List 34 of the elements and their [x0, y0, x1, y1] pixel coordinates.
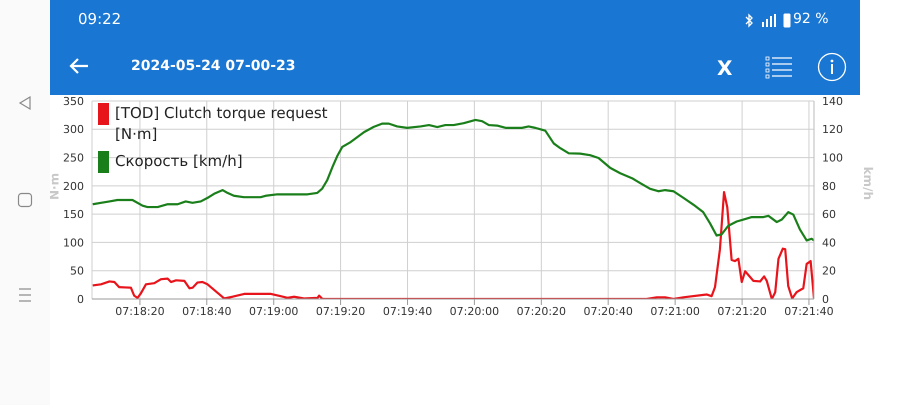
legend-label: Скорость [km/h]: [115, 151, 244, 172]
y-tick-label: 350: [63, 94, 84, 108]
x-tick-label: 07:18:20: [115, 304, 165, 318]
y2-tick-label: 120: [822, 123, 843, 136]
y-tick-label: 200: [63, 180, 84, 193]
text: 92 %: [793, 11, 829, 27]
y2-tick-label: 60: [822, 208, 836, 222]
x-tick-label: 07:20:00: [450, 304, 500, 318]
x-tick-label: 07:20:20: [516, 304, 566, 318]
y2-tick-label: 100: [822, 151, 843, 164]
y2-tick-label: 40: [822, 236, 836, 250]
chart-title: 2024-05-24 07-00-23: [131, 58, 296, 74]
x-tick-label: 07:19:40: [382, 304, 432, 318]
x-tick-label: 07:20:40: [583, 304, 633, 318]
x-tick-label: 07:21:40: [784, 304, 834, 318]
y-tick-label: 50: [70, 264, 84, 278]
x-tick-label: 07:21:20: [717, 304, 767, 318]
y2-tick-label: 20: [822, 264, 836, 278]
y-tick-label: 250: [63, 151, 84, 164]
x-tick-label: 07:21:00: [650, 304, 700, 318]
y2-tick-label: 0: [822, 292, 829, 306]
x-tick-label: 07:18:40: [182, 304, 232, 318]
y2-tick-label: 140: [822, 94, 843, 108]
text: 09:22: [78, 10, 122, 28]
y-tick-label: 0: [77, 292, 84, 306]
text: X: [717, 56, 732, 80]
x-tick-label: 07:19:00: [249, 304, 298, 318]
legend-label: [TOD] Clutch torque request [N·m]: [115, 103, 329, 145]
y-tick-label: 150: [63, 208, 84, 222]
y2-tick-label: 80: [822, 180, 836, 193]
x-tick-label: 07:19:20: [316, 304, 366, 318]
y-tick-label: 300: [63, 123, 84, 136]
line-series: [92, 190, 814, 299]
y-tick-label: 100: [63, 236, 84, 250]
